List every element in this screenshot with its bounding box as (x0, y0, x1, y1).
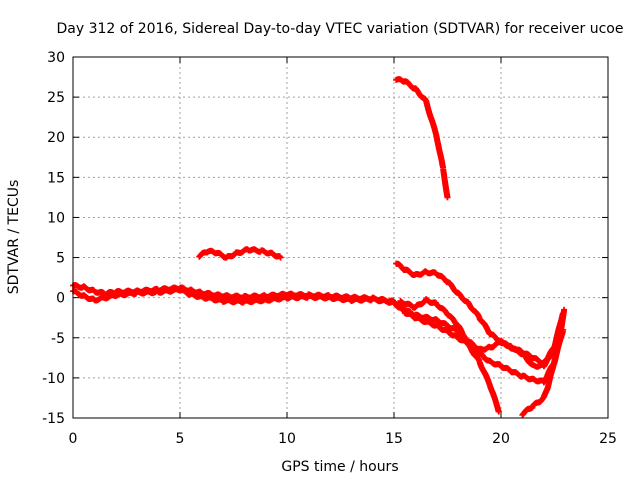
y-tick-label: 20 (47, 130, 65, 146)
y-tick-label: 10 (47, 210, 65, 226)
series-trace-3 (196, 246, 284, 261)
plot-border (72, 56, 609, 419)
y-tick-label: 25 (47, 90, 65, 106)
series-trace-4 (393, 76, 451, 201)
data-points (70, 76, 568, 418)
series-trace-6 (397, 296, 502, 415)
y-axis-label: SDTVAR / TECUs (6, 180, 22, 295)
y-tick-label: 15 (47, 170, 65, 186)
y-tick-label: 5 (56, 251, 65, 267)
series-trace-2 (70, 286, 567, 386)
y-tick-label: 0 (56, 291, 65, 307)
plus-marker (495, 408, 502, 415)
plus-marker (561, 306, 568, 313)
x-tick-label: 5 (176, 431, 185, 447)
y-tick-label: -10 (42, 371, 65, 387)
plus-marker (444, 194, 451, 201)
x-tick-label: 25 (599, 431, 617, 447)
y-tick-label: -5 (51, 331, 65, 347)
plus-marker (277, 254, 284, 261)
x-tick-label: 10 (278, 431, 296, 447)
series-trace-7 (519, 306, 568, 418)
x-tick-label: 15 (385, 431, 403, 447)
x-axis-label: GPS time / hours (281, 459, 398, 475)
chart-title: Day 312 of 2016, Sidereal Day-to-day VTE… (57, 21, 624, 37)
y-tick-label: -15 (42, 411, 65, 427)
x-tick-label: 20 (492, 431, 510, 447)
y-tick-label: 30 (47, 50, 65, 66)
x-tick-label: 0 (69, 431, 78, 447)
